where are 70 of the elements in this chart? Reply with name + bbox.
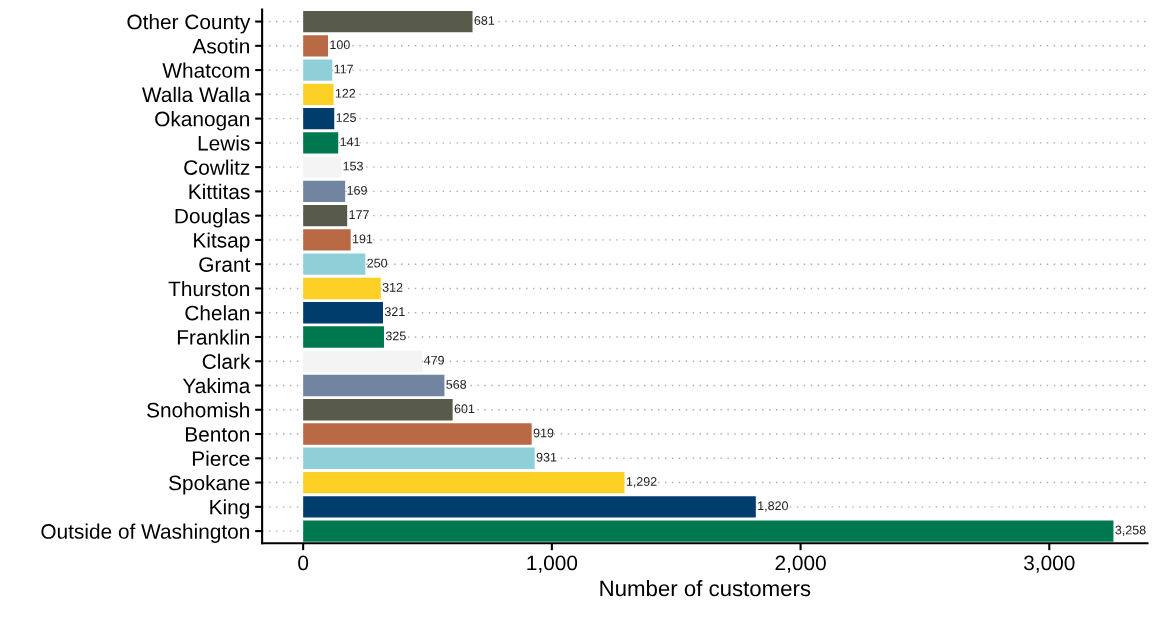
data-label: 141 xyxy=(340,137,360,147)
bar xyxy=(303,471,625,494)
y-tick-label: Spokane xyxy=(169,475,250,495)
bar xyxy=(303,520,1114,542)
y-tick-label: Other County xyxy=(127,14,251,34)
y-tick-label: Lewis xyxy=(198,135,250,151)
y-tick-label: Yakima xyxy=(182,377,251,394)
data-label: 931 xyxy=(536,452,557,462)
y-tick-label: Douglas xyxy=(175,208,250,228)
data-label: 117 xyxy=(334,64,353,74)
data-label: 125 xyxy=(336,113,356,122)
y-tick-label: Benton xyxy=(186,427,249,442)
y-tick-label: Cowlitz xyxy=(184,159,250,175)
bar xyxy=(303,374,445,397)
data-label: 601 xyxy=(454,404,475,414)
bar xyxy=(303,326,384,348)
bar xyxy=(303,204,348,227)
y-tick-label: Thurston xyxy=(168,280,249,297)
y-tick-label: Franklin xyxy=(177,329,249,345)
bar xyxy=(303,277,381,300)
bar xyxy=(303,35,329,57)
bar xyxy=(303,180,346,203)
x-axis-title: Number of customers xyxy=(600,580,811,597)
y-tick-label: Kittitas xyxy=(189,183,250,200)
bar xyxy=(303,423,532,445)
data-label: 1,292 xyxy=(626,477,657,488)
data-label: 250 xyxy=(367,258,388,268)
bar xyxy=(303,447,535,469)
bar xyxy=(303,253,366,275)
y-tick-label: King xyxy=(210,499,249,519)
x-tick-label: 3,000 xyxy=(1024,555,1075,573)
bar xyxy=(303,83,334,106)
y-tick-label: Chelan xyxy=(185,305,249,321)
data-label: 325 xyxy=(385,331,406,341)
data-label: 100 xyxy=(330,40,350,50)
bar xyxy=(303,132,339,154)
y-tick-label: Asotin xyxy=(192,38,249,54)
data-label: 191 xyxy=(353,234,373,244)
data-label: 919 xyxy=(533,428,554,438)
y-tick-label: Walla Walla xyxy=(142,86,251,103)
bar xyxy=(303,302,383,324)
bar xyxy=(303,59,333,81)
data-label: 568 xyxy=(446,380,467,389)
x-tick-label: 1,000 xyxy=(527,555,578,573)
bar xyxy=(303,496,756,518)
y-tick-label: Kitsap xyxy=(194,232,250,252)
y-tick-label: Clark xyxy=(202,353,251,369)
y-tick-label: Okanogan xyxy=(155,111,249,131)
bar xyxy=(303,350,423,372)
data-label: 177 xyxy=(349,210,369,219)
y-tick-label: Outside of Washington xyxy=(41,523,249,543)
data-label: 169 xyxy=(347,185,367,195)
data-label: 312 xyxy=(382,282,403,292)
y-tick-label: Whatcom xyxy=(162,62,249,78)
y-tick-label: Pierce xyxy=(192,450,250,467)
bar xyxy=(303,399,453,421)
data-label: 321 xyxy=(384,307,405,317)
bar xyxy=(303,107,335,130)
data-label: 3,258 xyxy=(1115,525,1146,536)
data-label: 122 xyxy=(335,88,356,98)
y-tick-label: Grant xyxy=(199,257,251,272)
data-label: 153 xyxy=(343,161,363,171)
data-label: 479 xyxy=(423,355,444,365)
x-tick-label: 2,000 xyxy=(775,555,826,573)
x-tick-label: 0 xyxy=(298,555,309,571)
data-label: 1,820 xyxy=(758,501,788,512)
bar xyxy=(303,229,351,251)
data-label: 681 xyxy=(474,16,495,25)
y-tick-label: Snohomish xyxy=(147,402,249,418)
bar xyxy=(303,10,473,33)
